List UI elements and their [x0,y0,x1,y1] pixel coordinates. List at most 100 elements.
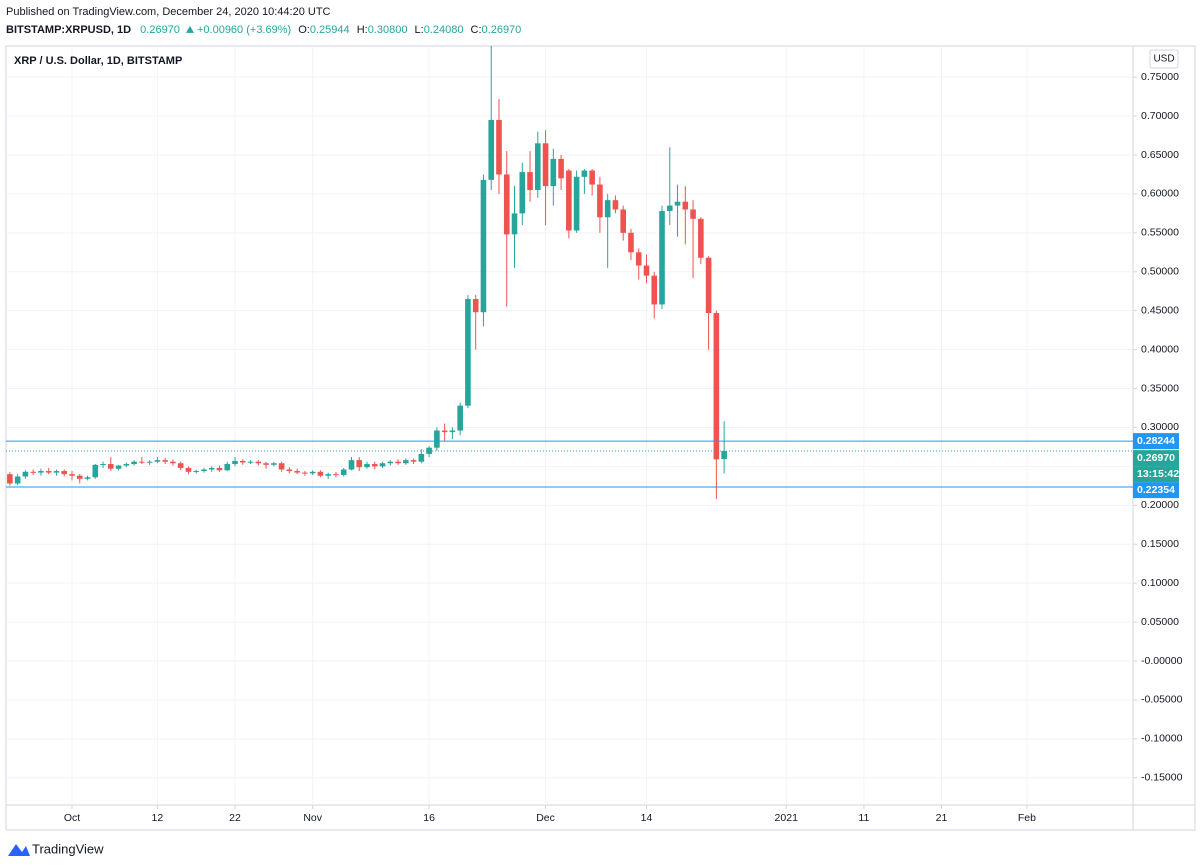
last-price-label: 0.26970 [1137,452,1175,464]
candle-body [371,464,378,467]
candle-body [713,313,720,460]
candle-body [340,469,347,475]
candle-body [721,451,727,460]
candle-body [705,257,712,314]
last-price-label-box [1133,450,1179,467]
candle-body [674,201,681,206]
candle-body [698,218,704,258]
candle-body [162,460,168,462]
candle-body [100,464,106,466]
candle-body [92,464,99,478]
ohlc-o-label: O: [298,24,310,36]
x-tick-label: 2021 [775,812,799,824]
x-tick-label: Nov [303,812,322,824]
candle-body [216,467,223,471]
candle-body [620,209,626,233]
ohlc-l-label: L: [415,24,424,36]
y-tick-label: -0.00000 [1141,655,1183,667]
candle-body [84,477,91,479]
candle-body [612,200,619,210]
candle-body [503,174,510,235]
candle-body [581,170,588,177]
candle-body [302,472,308,474]
published: Published on TradingView.com, December 2… [6,6,331,18]
candle-body [224,464,231,471]
candle-body [465,299,471,406]
candle-body [69,474,75,476]
candle-body [527,172,533,191]
candle-body [76,475,83,479]
y-tick-label: 0.20000 [1141,499,1179,511]
ohlc-c-label: C: [471,24,482,36]
x-tick-label: Dec [536,812,555,824]
candle-body [480,179,487,313]
y-tick-label: 0.05000 [1141,616,1179,628]
change-arrow [185,25,194,33]
candle-body [511,213,518,235]
candle-body [7,474,13,484]
candle-body [659,211,665,305]
candle-body [573,176,580,231]
candle-body [38,471,44,473]
candle-body [123,464,130,466]
symbol: BITSTAMP:XRPUSD, 1D [6,24,131,36]
candle-body [333,474,339,476]
candle-body [131,461,137,465]
candle-body [22,471,29,477]
change: +0.00960 (+3.69%) [197,24,291,36]
candle-body [434,430,440,448]
last: 0.26970 [140,24,180,36]
candle-body [395,461,401,464]
candle-body [255,461,262,464]
candle-body [379,463,386,467]
candle-body [271,463,277,465]
hline-label: 0.22354 [1137,484,1175,496]
candle-body [403,460,409,464]
candle-body [286,469,293,472]
y-tick-label: 0.65000 [1141,149,1179,161]
ohlc-h: 0.30800 [368,24,408,36]
candle-body [566,170,572,231]
axis: 0.75000 0.70000 0.65000 0.60000 0.55000 0.500… [64,71,1183,824]
candle-body [597,184,603,218]
candle-body [449,430,456,433]
candle-body [682,201,689,210]
candle-body [690,209,696,219]
hline-label: 0.28244 [1137,435,1175,447]
ohlc-l: 0.24080 [424,24,464,36]
brand: TradingView [32,841,104,856]
candle-body [193,471,200,473]
candle-body [208,467,215,470]
candle-body [61,471,68,475]
y-tick-label: 0.70000 [1141,110,1179,122]
candle-body [558,158,564,179]
currency: USD [1153,54,1174,65]
y-tick-label: 0.15000 [1141,538,1179,550]
candle-body [185,467,192,472]
y-tick-label: 0.40000 [1141,343,1179,355]
x-tick-label: 11 [858,812,869,824]
candle-body [666,205,673,212]
candle-body [201,469,207,472]
ohlc-o: 0.25944 [310,24,350,36]
y-tick-label: -0.10000 [1141,733,1183,745]
candle-body [348,460,355,470]
candle-body [410,460,417,462]
candle-body [239,460,246,463]
ohlc-h-label: H: [357,24,368,36]
candle-body [30,471,36,473]
candle-body [519,172,526,214]
candle-body [14,476,21,484]
hline-label-box [1133,433,1179,450]
candle-body [53,471,60,473]
candle-body [364,464,370,468]
candle-body [139,461,145,463]
y-tick-label: 0.75000 [1141,71,1179,83]
x-tick-label: 16 [423,812,435,824]
y-tick-label: 0.30000 [1141,421,1179,433]
y-tick-label: -0.15000 [1141,772,1183,784]
candle-body [651,275,658,305]
grid [6,46,1133,805]
